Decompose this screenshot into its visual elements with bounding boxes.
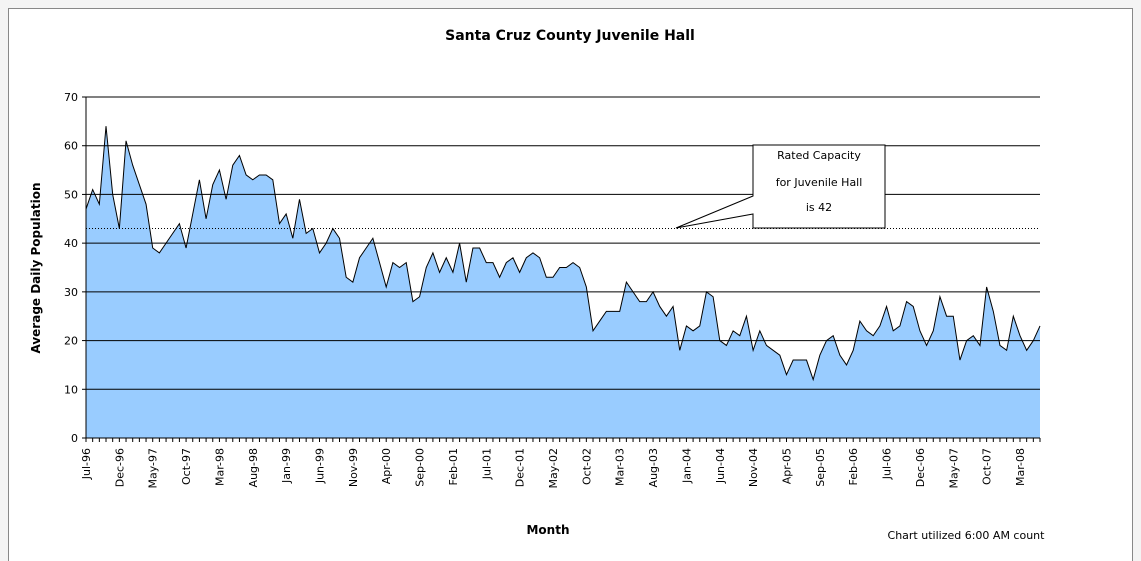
y-tick-label: 20 (64, 335, 78, 348)
x-tick-label: Nov-04 (747, 448, 760, 487)
x-tick-label: Jun-04 (714, 448, 727, 484)
y-tick-label: 40 (64, 237, 78, 250)
x-tick-label: Mar-03 (614, 448, 627, 486)
area-line (85, 126, 1041, 382)
x-tick-label: Aug-98 (247, 448, 260, 487)
x-tick-label: Aug-03 (647, 448, 660, 487)
footnote: Chart utilized 6:00 AM count (888, 529, 1046, 542)
y-tick-label: 60 (64, 140, 78, 153)
x-tick-label: Apr-00 (380, 448, 393, 484)
callout-text: is 42 (806, 201, 832, 214)
x-tick-label: Feb-06 (847, 448, 860, 485)
y-tick-label: 30 (64, 286, 78, 299)
x-tick-label: Jan-99 (280, 448, 293, 484)
callout-text: for Juvenile Hall (776, 176, 863, 189)
x-tick-label: Dec-01 (514, 448, 527, 487)
y-tick-label: 50 (64, 188, 78, 201)
x-tick-label: Nov-99 (347, 448, 360, 487)
x-tick-label: Jun-99 (313, 448, 326, 484)
y-tick-label: 10 (64, 383, 78, 396)
x-tick-label: Oct-02 (580, 448, 593, 485)
x-tick-label: Oct-07 (981, 448, 994, 485)
x-tick-label: Dec-96 (113, 448, 126, 487)
x-tick-label: Jul-06 (881, 448, 894, 480)
callout-text: Rated Capacity (777, 149, 861, 162)
y-axis-title: Average Daily Population (29, 182, 43, 353)
x-tick-label: May-07 (947, 448, 960, 489)
x-tick-label: Dec-06 (914, 448, 927, 487)
x-tick-label: Oct-97 (180, 448, 193, 485)
x-tick-label: Sep-00 (414, 448, 427, 487)
callout-box (675, 144, 886, 229)
x-tick-label: Jan-04 (680, 448, 693, 484)
chart-title: Santa Cruz County Juvenile Hall (445, 28, 695, 44)
y-tick-label: 70 (64, 91, 78, 104)
x-tick-label: Mar-08 (1014, 448, 1027, 486)
plot: 0 10 20 30 40 50 60 70 Jul-96 Dec-96 May-97 Oct-97 M… (64, 91, 1041, 489)
x-tick-label: Feb-01 (447, 448, 460, 485)
x-tick-label: Sep-05 (814, 448, 827, 487)
x-tick-label: May-02 (547, 448, 560, 489)
x-tick-label: Jul-01 (480, 448, 493, 480)
area-fill (86, 126, 1040, 438)
x-tick-label: Jul-96 (80, 448, 93, 480)
x-tick-label: May-97 (147, 448, 160, 489)
x-axis-title: Month (526, 523, 569, 537)
x-tick-label: Apr-05 (780, 448, 793, 484)
y-tick-label: 0 (71, 432, 78, 445)
x-tick-label: Mar-98 (213, 448, 226, 486)
